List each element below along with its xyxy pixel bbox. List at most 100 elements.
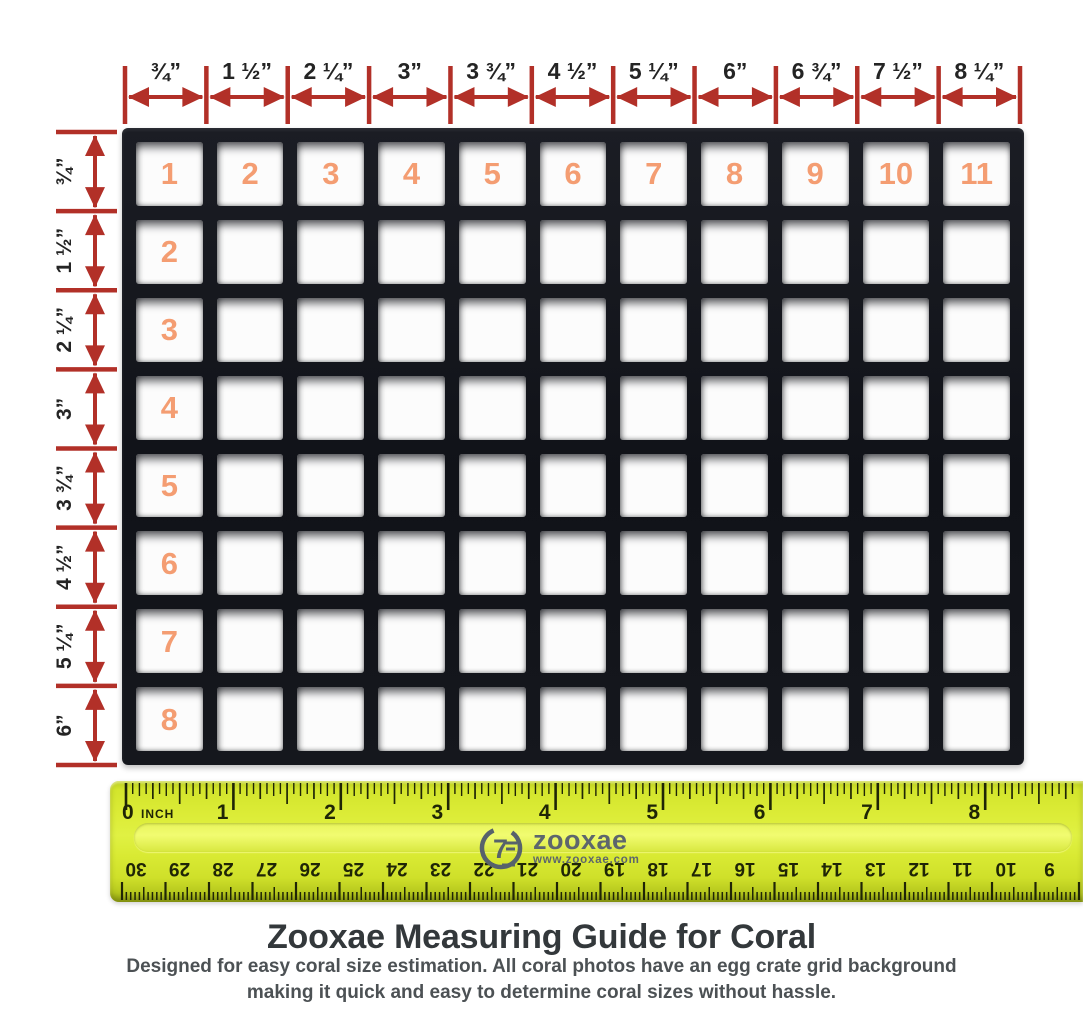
grid-cell (620, 609, 688, 674)
grid-cell (216, 453, 284, 518)
arrow-head-right-icon (751, 87, 773, 107)
arrow-head-left-icon (290, 87, 312, 107)
arrow-head-right-icon (996, 87, 1017, 107)
arrow-head-left-icon (697, 87, 719, 107)
grid-cell: 8 (701, 142, 768, 206)
row-height-label: 3” (53, 398, 76, 420)
column-width-label: 7 ½” (873, 58, 923, 84)
logo-wordmark: zooxae (533, 825, 628, 855)
arrow-head-down-icon (85, 661, 105, 683)
cm-number: 11 (952, 858, 973, 879)
column-width-label: 6” (723, 58, 747, 84)
column-width-label: 8 ¼” (954, 58, 1004, 84)
arrow-head-left-icon (616, 87, 638, 107)
grid-cell (297, 687, 365, 751)
cell-number: 3 (160, 312, 178, 348)
arrow-head-left-icon (209, 87, 231, 107)
grid-cell (216, 297, 284, 362)
grid-cell: 3 (297, 142, 365, 206)
grid-cell (862, 219, 930, 284)
arrow-head-up-icon (85, 530, 105, 552)
row-height-label: 1 ½” (53, 228, 76, 274)
grid-cell (620, 453, 688, 518)
grid-cell: 11 (943, 142, 1010, 206)
row-height-label: 4 ½” (53, 544, 76, 590)
column-width-label: 1 ½” (222, 58, 272, 84)
cm-number: 17 (691, 858, 712, 879)
grid-cell (943, 453, 1010, 518)
arrow-head-right-icon (914, 87, 936, 107)
arrow-head-left-icon (778, 87, 800, 107)
grid-cell (701, 609, 768, 674)
row-height-label: ¾” (53, 158, 76, 186)
cm-number: 26 (299, 858, 320, 879)
cm-number: 27 (256, 858, 277, 879)
cell-number: 7 (160, 623, 178, 659)
grid-cell (701, 453, 768, 518)
grid-cell (701, 531, 768, 596)
arrow-head-left-icon (372, 87, 394, 107)
cm-number: 28 (212, 858, 233, 879)
arrow-head-up-icon (85, 293, 105, 315)
column-width-label: 4 ½” (548, 58, 598, 84)
grid-cell (862, 297, 930, 362)
grid-cell: 2 (216, 142, 284, 206)
inch-number: 7 (861, 801, 873, 824)
grid-cell (781, 531, 849, 596)
cell-number: 8 (725, 156, 744, 192)
grid-cell: 4 (378, 142, 445, 206)
inch-number: 2 (324, 801, 336, 824)
arrow-head-down-icon (85, 582, 105, 604)
column-width-label: ¾” (150, 58, 181, 84)
grid-cell (216, 219, 284, 284)
arrow-head-right-icon (426, 87, 448, 107)
grid-cell (781, 375, 849, 440)
grid-cell (701, 297, 768, 362)
grid-cell (539, 375, 607, 440)
cm-number: 25 (343, 858, 365, 879)
grid-cell (216, 687, 284, 751)
arrow-head-right-icon (507, 87, 529, 107)
grid-cell (458, 297, 526, 362)
grid-cell (458, 219, 526, 284)
cm-number: 13 (865, 858, 886, 879)
cm-number: 14 (821, 858, 843, 879)
grid-cell (539, 687, 607, 751)
cm-number: 15 (778, 858, 800, 879)
grid-cell (862, 687, 930, 751)
subtitle-line-2: making it quick and easy to determine co… (246, 982, 837, 1003)
grid-cell (539, 531, 607, 596)
ruler: 0 INCH 1 2 3 4 5 6 7 8 30 29 28 27 26 25 24 23 22 21 20 19 18 1… (110, 781, 1083, 902)
grid-cell (378, 375, 445, 440)
column-width-label: 5 ¼” (629, 58, 679, 84)
grid-cell (943, 609, 1010, 674)
arrow-head-down-icon (85, 345, 105, 367)
arrow-head-up-icon (85, 451, 105, 473)
cell-number: 7 (645, 156, 663, 192)
arrow-head-right-icon (833, 87, 855, 107)
cm-number: 18 (647, 858, 668, 879)
arrow-head-left-icon (941, 87, 963, 107)
row-height-label: 3 ¾” (53, 465, 76, 511)
cell-number: 10 (878, 156, 914, 192)
cell-number: 8 (160, 701, 178, 737)
grid-cell (216, 375, 284, 440)
grid-cell (862, 609, 930, 674)
grid-cell: 6 (539, 142, 607, 206)
grid-cell: 6 (136, 531, 203, 596)
ruler-scale: 0 INCH 1 2 3 4 5 6 7 830 29 28 27 26 25 24 23 22 21 20 19 18 1… (120, 783, 1081, 900)
grid-cell (297, 609, 365, 674)
grid-cell (781, 297, 849, 362)
arrow-head-down-icon (85, 424, 105, 446)
grid-cell (297, 531, 365, 596)
row-height-label: 5 ¼” (53, 624, 76, 670)
arrow-head-down-icon (85, 741, 105, 762)
arrow-head-left-icon (860, 87, 882, 107)
subtitle-line-1: Designed for easy coral size estimation.… (126, 956, 957, 977)
inch-number: 8 (969, 801, 981, 824)
row-height-label: 6” (53, 714, 76, 736)
grid-cell: 7 (620, 142, 688, 206)
cell-number: 2 (241, 156, 259, 192)
grid-cell (862, 453, 930, 518)
